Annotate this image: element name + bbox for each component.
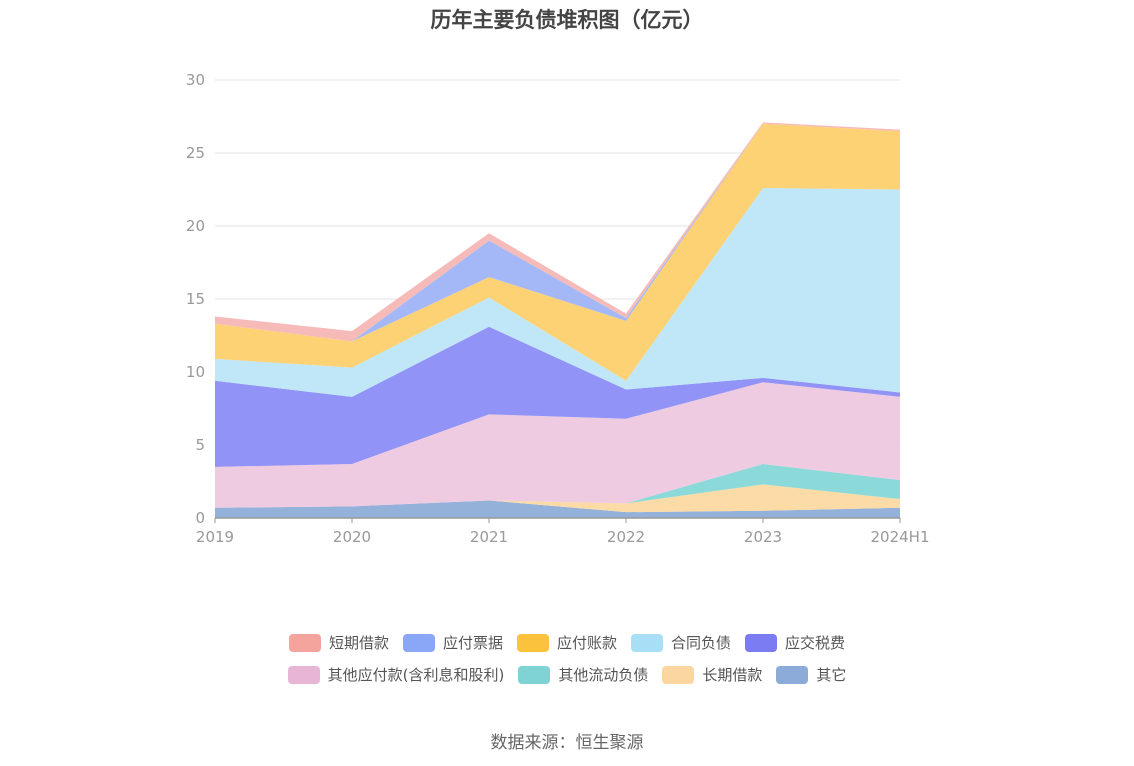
legend-swatch [745,633,778,652]
x-tick-label: 2024H1 [871,528,930,546]
legend-item[interactable]: 应付票据 [402,632,503,653]
legend-label: 应付票据 [442,634,503,652]
source-note: 数据来源：恒生聚源 [490,733,644,753]
y-tick-label: 30 [186,71,205,89]
area-应付票据 [215,123,900,342]
x-tick-label: 2019 [196,528,234,546]
y-tick-label: 10 [186,363,205,381]
legend-label: 长期借款 [702,666,763,684]
legend-item[interactable]: 其他应付款(含利息和股利) [287,664,505,685]
legend-label: 合同负债 [671,634,732,652]
legend-row-1: 短期借款 应付票据 应付账款 合同负债 应交税费 [0,632,1134,653]
y-tick-label: 0 [195,509,205,527]
x-tick-label: 2021 [470,528,508,546]
y-tick-label: 20 [186,217,205,235]
legend-item[interactable]: 应交税费 [745,632,845,653]
legend-swatch [402,633,435,652]
area-其他应付款(含利息和股利) [215,382,900,508]
x-tick-label: 2023 [744,528,782,546]
legend-swatch [287,665,320,684]
legend-label: 其它 [816,666,847,684]
stacked-area-chart: 0 5 10 15 20 25 30 2019 2020 2021 2022 2023 2024H1 [186,71,930,546]
area-其它 [215,500,900,518]
area-其他流动负债 [215,463,900,508]
legend-swatch [662,665,695,684]
legend-item[interactable]: 长期借款 [662,664,762,685]
area-应付账款 [215,123,900,381]
legend-item[interactable]: 合同负债 [631,632,731,653]
legend-swatch [776,665,809,684]
legend-swatch [516,633,549,652]
legend-label: 应交税费 [785,634,846,652]
legend-swatch [288,633,321,652]
y-tick-label: 15 [186,290,205,308]
area-长期借款 [215,484,900,513]
legend-row-2: 其他应付款(含利息和股利) 其他流动负债 长期借款 其它 [0,664,1134,685]
legend-swatch [631,633,663,652]
area-应交税费 [215,326,900,467]
legend-item[interactable]: 其它 [776,664,846,685]
legend-label: 其他应付款(含利息和股利) [327,666,505,684]
legend-item[interactable]: 应付账款 [516,632,617,653]
x-tick-label: 2022 [607,528,645,546]
legend-label: 短期借款 [328,634,389,652]
area-合同负债 [215,188,900,397]
legend-label: 应付账款 [556,634,617,652]
legend-swatch [518,665,551,684]
legend-item[interactable]: 短期借款 [288,632,389,653]
y-tick-label: 5 [195,436,205,454]
legend-item[interactable]: 其他流动负债 [518,664,648,685]
y-tick-label: 25 [186,144,205,162]
legend-label: 其他流动负债 [558,666,649,684]
x-tick-label: 2020 [333,528,371,546]
chart-title: 历年主要负债堆积图（亿元） [430,8,704,32]
